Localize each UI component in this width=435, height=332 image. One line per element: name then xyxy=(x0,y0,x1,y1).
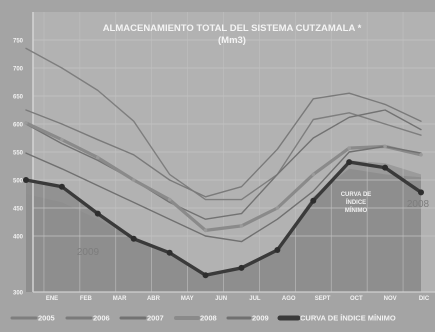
annotation-line: ÍNDICE xyxy=(346,198,366,206)
y-tick-label: 400 xyxy=(13,235,24,241)
marker-2008-JUL xyxy=(239,224,244,228)
area-label-2008: 2008 xyxy=(407,199,430,210)
marker-minimo-SEPT xyxy=(310,197,317,204)
x-tick-label-MAR: MAR xyxy=(113,296,127,302)
y-tick-label: 700 xyxy=(13,67,24,73)
marker-minimo-FEB xyxy=(58,183,65,190)
legend-label-2006: 2006 xyxy=(93,314,110,323)
series-line-CURVA DE ÍNDICE MÍNIMO xyxy=(24,160,423,277)
marker-2008-DIC xyxy=(419,153,423,157)
series-line-2006 xyxy=(25,92,422,198)
marker-minimo-AGO xyxy=(274,247,281,253)
y-tick-label: 300 xyxy=(13,291,24,297)
series-line-2008 xyxy=(24,121,423,232)
y-tick-label: 500 xyxy=(13,179,24,185)
marker-minimo-MAY xyxy=(166,249,173,256)
marker-2008-SEPT xyxy=(311,172,316,177)
x-tick-label-DIC: DIC xyxy=(419,296,430,302)
x-tick-label-JUN: JUN xyxy=(215,296,227,302)
y-tick-label: 650 xyxy=(13,95,24,101)
marker-minimo-ABR xyxy=(130,235,137,242)
marker-minimo-JUN xyxy=(202,272,209,279)
grid-layer xyxy=(32,12,435,293)
series-line-2007 xyxy=(25,109,422,220)
y-ticks: 300 400 450 500 550 600 650 700 750 xyxy=(13,39,24,297)
marker-2008-NOV xyxy=(383,144,387,149)
legend-label-2005: 2005 xyxy=(38,314,55,323)
marker-2008-FEB xyxy=(60,137,64,142)
marker-2008-AGO xyxy=(275,206,280,210)
fill-labels: 2009 2008 xyxy=(77,199,430,258)
annotation-line: MÍNIMO xyxy=(345,206,368,214)
marker-2008-MAY xyxy=(167,197,172,202)
marker-minimo-MAR xyxy=(94,210,101,217)
marker-2008-JUN xyxy=(203,228,208,233)
marker-2008-ABR xyxy=(131,178,136,182)
marker-layer xyxy=(23,121,424,279)
marker-minimo-DIC xyxy=(418,189,424,196)
y-tick-label: 450 xyxy=(13,207,24,213)
area-fill-2008 xyxy=(26,168,421,292)
marker-minimo-ENE xyxy=(23,177,29,183)
x-tick-label-ENE: ENE xyxy=(46,296,58,302)
chart-title: ALMACENAMIENTO TOTAL DEL SISTEMA CUTZAMA… xyxy=(103,23,362,34)
y-tick-label: 550 xyxy=(13,151,24,157)
x-tick-label-SEPT: SEPT xyxy=(315,296,331,302)
series-layer xyxy=(24,47,423,277)
legend-label-2009: 2009 xyxy=(252,314,269,323)
marker-minimo-JUL xyxy=(238,264,245,271)
marker-minimo-NOV xyxy=(382,164,389,171)
legend-label-2007: 2007 xyxy=(147,314,164,323)
marker-minimo-OCT xyxy=(346,159,353,166)
y-tick-label: 600 xyxy=(13,123,24,129)
marker-2008-OCT xyxy=(347,146,351,150)
marker-2008-ENE xyxy=(24,121,28,125)
legend-label-2008: 2008 xyxy=(200,314,217,323)
series-line-2009 xyxy=(25,145,422,243)
legend: 2005 2006 2007 2008 2009 CURVA DE ÍNDICE MÍNI… xyxy=(10,314,396,323)
legend-label-CURVA DE ÍNDICE MÍNIMO: CURVA DE ÍNDICE MÍNIMO xyxy=(300,314,396,323)
y-tick-label: 750 xyxy=(13,39,24,45)
x-tick-label-ABR: ABR xyxy=(147,296,161,302)
area-label-2009: 2009 xyxy=(77,247,100,258)
x-tick-label-NOV: NOV xyxy=(384,296,397,302)
annotation-line: CURVA DE xyxy=(341,192,372,198)
chart-subtitle: (Mm3) xyxy=(218,35,246,46)
marker-2008-MAR xyxy=(96,155,100,160)
x-tick-label-JUL: JUL xyxy=(249,296,261,302)
series-line-2005 xyxy=(25,47,422,201)
x-tick-label-MAY: MAY xyxy=(181,296,194,302)
x-ticks: ENE FEB MAR ABR MAY JUN JUL AGO SEPT OCT NOV DIC xyxy=(46,296,430,302)
x-tick-label-FEB: FEB xyxy=(80,296,93,302)
x-tick-label-AGO: AGO xyxy=(282,296,296,302)
x-tick-label-OCT: OCT xyxy=(350,296,363,302)
